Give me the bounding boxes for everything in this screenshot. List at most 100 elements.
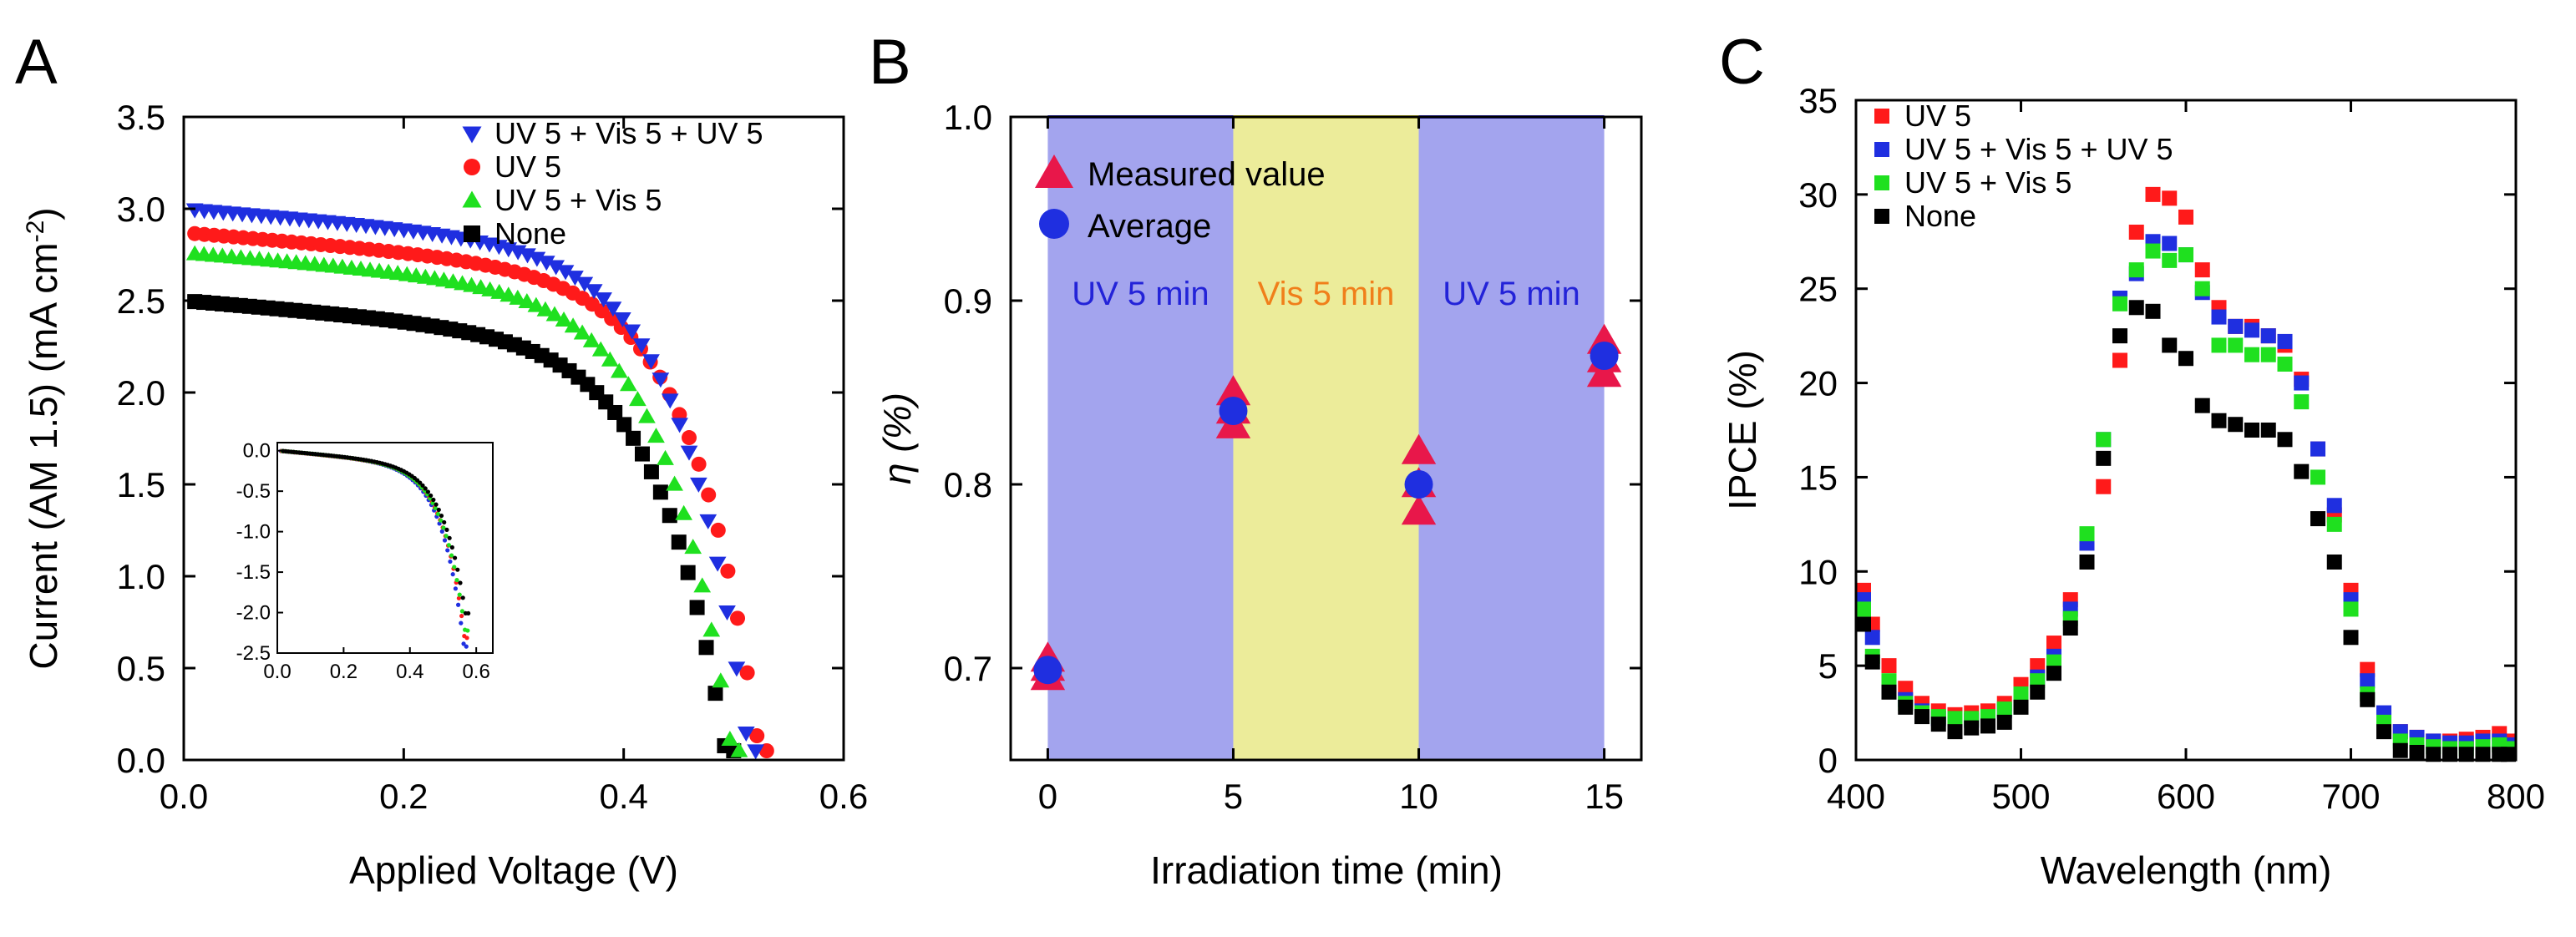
panel-b-y-tick-label: 0.8 [944, 465, 992, 504]
panel-a-inset-data-point [434, 502, 439, 507]
panel-a-inset-data-point [449, 553, 454, 558]
panel-a-legend-label: None [494, 216, 566, 251]
panel-a-data-point [613, 320, 629, 336]
panel-a-inset-data-point [420, 483, 425, 488]
panel-c-data-point [2211, 413, 2227, 428]
panel-a-data-point [737, 727, 755, 742]
panel-c-data-point [2442, 747, 2457, 762]
panel-a-data-point [702, 621, 721, 637]
panel-c-data-point [1864, 654, 1880, 670]
panel-b-band-uv [1047, 117, 1234, 760]
panel-c-data-point [1881, 673, 1897, 689]
panel-c-data-point [2260, 328, 2276, 344]
panel-a-inset-data-point [461, 641, 466, 646]
panel-a-data-point [536, 301, 555, 317]
panel-a-data-point [556, 265, 575, 281]
panel-a-y-tick-label: 2.5 [117, 281, 165, 321]
panel-a-inset-data-point [442, 519, 447, 525]
panel-b-chart: UV 5 min Vis 5 min UV 5 min 0 5 10 15 0.7 0.8 0.… [875, 98, 1643, 892]
panel-a-data-point [671, 418, 688, 433]
panel-c-data-point [2112, 352, 2127, 368]
panel-c-data-point [2046, 636, 2061, 651]
panel-a-inset-data-point [430, 500, 435, 505]
panel-b-x-tick-label: 10 [1399, 777, 1438, 816]
panel-c-y-axis-title: IPCE (%) [1721, 350, 1764, 510]
panel-c-data-point [2211, 337, 2227, 353]
panel-a-inset-x-tick-label: 0.6 [462, 661, 489, 683]
panel-a-data-point [698, 640, 714, 656]
panel-c-data-point [2260, 347, 2276, 362]
panel-c-data-point [2294, 375, 2310, 391]
panel-a-data-point [499, 286, 518, 302]
panel-a-data-point [616, 417, 632, 433]
panel-a-plot-frame [182, 115, 845, 762]
panel-a-data-point [690, 477, 707, 493]
panel-a-legend-label: UV 5 + Vis 5 [494, 183, 662, 217]
panel-c-data-point [1930, 717, 1946, 732]
panel-c-data-point [2079, 526, 2095, 542]
panel-a-inset-data-point [431, 497, 436, 503]
panel-c-x-tick-label: 700 [2321, 777, 2380, 816]
panel-b-band-label: Vis 5 min [1258, 276, 1395, 312]
panel-a-inset-data-point [464, 644, 469, 649]
panel-c-y-tick-label: 30 [1798, 175, 1838, 215]
panel-c-data-point [2112, 296, 2127, 311]
panel-a-data-point [749, 728, 765, 744]
panel-c-data-point [2128, 300, 2144, 316]
panel-a-inset-data-point [455, 602, 461, 607]
panel-a-inset-data-point [435, 511, 441, 517]
panel-a-data-point [720, 563, 736, 579]
panel-a-x-tick-label: 0.4 [599, 777, 647, 816]
panel-a-legend-marker [462, 190, 482, 208]
panel-a-inset-data-point [466, 610, 471, 616]
panel-c-data-point [1980, 718, 1995, 734]
panel-c-data-point [2030, 673, 2046, 689]
panel-a-data-point [490, 283, 509, 299]
panel-a-inset-data-point [446, 543, 451, 548]
panel-c-data-point [2162, 190, 2178, 206]
panel-a-x-tick-label: 0.0 [160, 777, 208, 816]
panel-a-data-point [629, 391, 647, 407]
panel-c-data-point [2096, 432, 2112, 448]
panel-c-data-point [2426, 747, 2442, 762]
panel-c-data-point [2062, 620, 2078, 636]
panel-a-data-point [758, 743, 774, 758]
panel-c-data-point [1881, 658, 1897, 674]
panel-a-y-axis-title-main: Current (AM 1.5) (mA cm [22, 242, 65, 669]
panel-a-data-point [518, 293, 536, 309]
panel-b-x-tick-label: 5 [1224, 777, 1243, 816]
panel-a-data-point [642, 354, 660, 370]
panel-b-axes: 0 5 10 15 0.7 0.8 0.9 1.0 [944, 98, 1641, 816]
panel-c-data-point [2030, 684, 2046, 700]
panel-b-y-tick-label: 1.0 [944, 98, 992, 137]
panel-c-data-point [2112, 328, 2127, 344]
panel-c-data-point [2310, 469, 2325, 485]
panel-c-data-point [2244, 423, 2259, 438]
panel-b-legend-marker-average [1039, 209, 1069, 239]
panel-a-y-axis-title-sup: -2 [22, 220, 49, 243]
panel-a-data-point [566, 271, 584, 286]
panel-a-inset-frame [276, 442, 494, 654]
panel-a-inset-data-point [439, 518, 444, 523]
panel-a-inset-data-point [448, 559, 453, 565]
panel-c-legend-label: UV 5 + Vis 5 [1904, 165, 2071, 200]
panel-a-data-point [712, 672, 730, 688]
panel-c-data-point [1856, 616, 1871, 632]
panel-c-x-tick-label: 800 [2487, 777, 2545, 816]
panel-c-data-point [2228, 417, 2244, 433]
panel-a-inset-data-point [418, 480, 423, 485]
panel-a-data-point [675, 504, 692, 520]
panel-a-data-point [661, 393, 679, 409]
panel-a-inset-y-tick-label: 0.0 [243, 440, 271, 463]
panel-b-y-axis-title: η (%) [875, 393, 919, 484]
panel-c-data-point [1914, 709, 1929, 725]
panel-c-data-point [2145, 186, 2161, 202]
panel-c-data-point [2501, 747, 2516, 762]
panel-a-data-point [708, 556, 727, 572]
panel-a-data-point [620, 376, 637, 392]
panel-a-data-point [730, 610, 746, 626]
panel-a-data-point [739, 665, 755, 681]
panel-a-y-tick-label: 1.5 [117, 465, 165, 504]
panel-a-data-point [681, 430, 697, 446]
panel-a-data-point [626, 430, 641, 446]
